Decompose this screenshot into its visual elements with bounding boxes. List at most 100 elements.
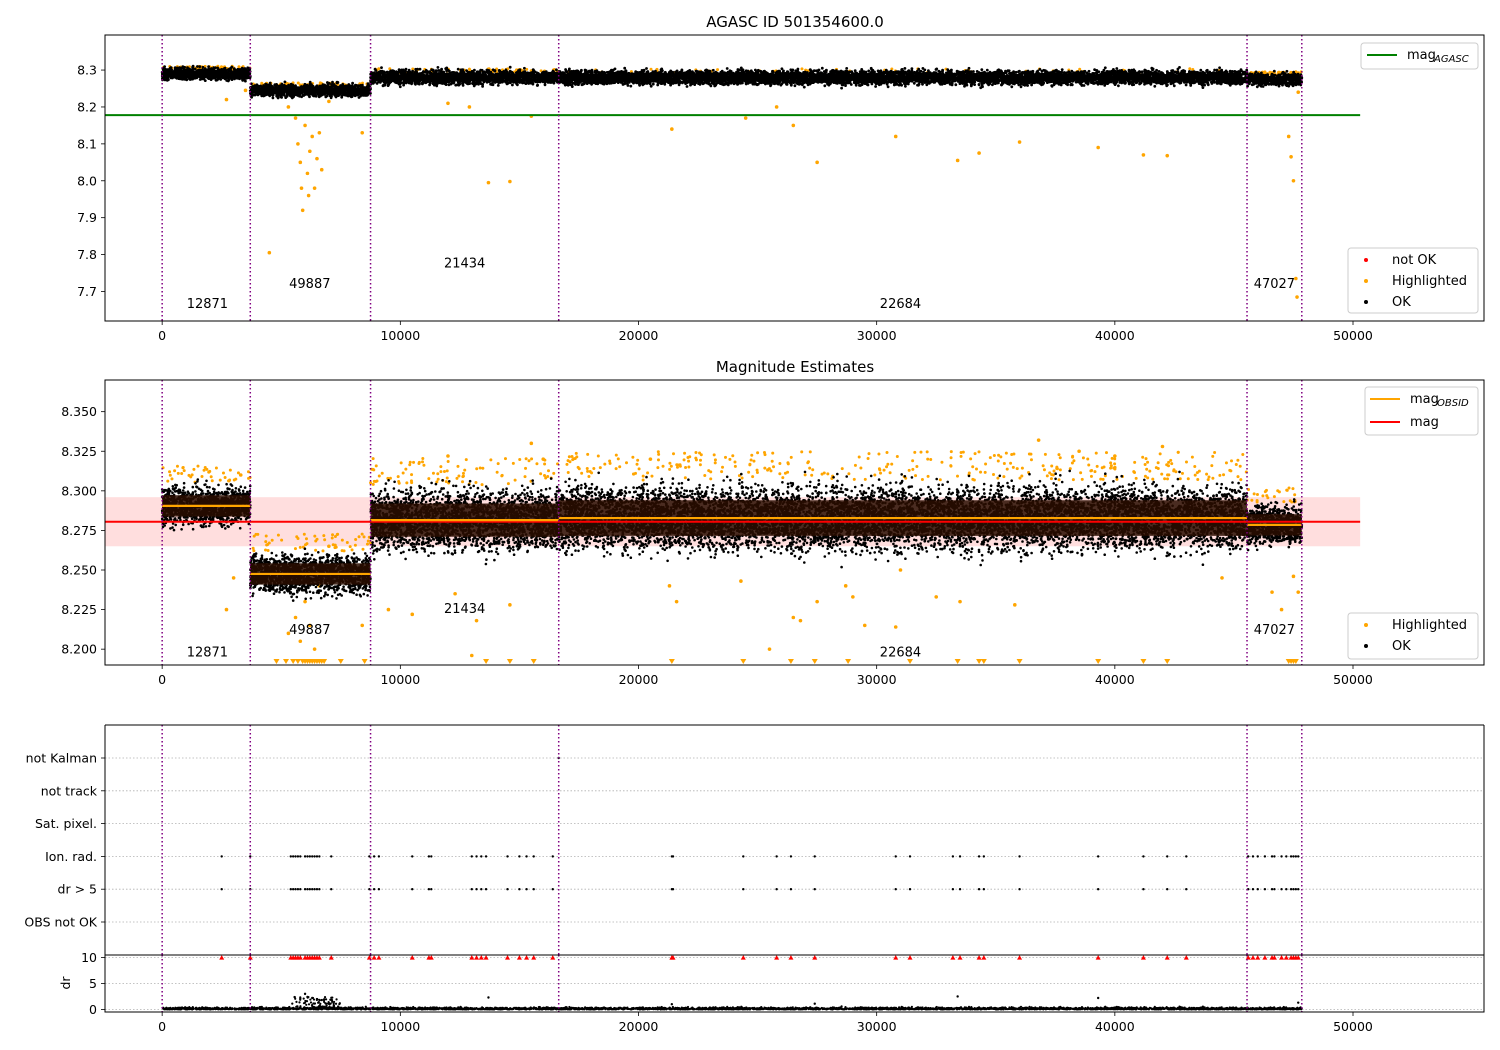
highlighted-point (1295, 295, 1299, 299)
data-point (349, 85, 353, 89)
data-point (454, 83, 458, 87)
data-point (373, 67, 377, 71)
data-point (428, 70, 431, 74)
data-point (398, 82, 402, 86)
data-point (432, 77, 435, 80)
highlighted-point (286, 105, 291, 109)
highlighted-point (815, 160, 819, 165)
data-point (163, 73, 166, 77)
data-point (487, 79, 491, 83)
data-point (308, 95, 311, 99)
data-point (366, 82, 370, 86)
highlighted-point (1096, 145, 1100, 150)
data-point (537, 74, 540, 78)
data-point (388, 72, 391, 76)
data-point (380, 66, 383, 69)
data-point (491, 74, 495, 77)
data-point (323, 83, 326, 87)
data-point (191, 65, 195, 69)
highlighted-point (293, 116, 298, 120)
data-point (434, 69, 438, 72)
data-point (552, 78, 556, 82)
data-point (433, 72, 436, 75)
data-point (461, 82, 464, 85)
data-point (289, 82, 293, 86)
data-point (256, 84, 259, 88)
data-point (440, 67, 443, 71)
data-point (496, 84, 500, 87)
highlighted-point (791, 123, 796, 128)
data-point (542, 70, 546, 74)
data-point (312, 94, 316, 98)
data-point (228, 67, 232, 71)
data-point (440, 70, 443, 74)
highlighted-point (1165, 153, 1170, 158)
data-point (335, 86, 339, 90)
highlighted-point (360, 130, 365, 135)
data-point (464, 73, 468, 77)
data-point (449, 82, 453, 86)
data-point (165, 70, 169, 74)
data-point (361, 87, 365, 90)
highlighted-point (955, 158, 960, 163)
data-point (174, 76, 177, 79)
data-point (485, 75, 489, 78)
data-point (359, 89, 362, 93)
data-point (523, 66, 526, 70)
data-point (371, 74, 374, 77)
panel-agasc-magnitude: AGASC ID 501354600.0 1287149887214342268… (77, 13, 1485, 343)
data-point (255, 87, 258, 91)
highlighted-point (224, 97, 229, 102)
data-point (219, 74, 223, 78)
data-point (353, 92, 357, 96)
data-point (315, 85, 318, 88)
data-point (445, 66, 449, 70)
data-point (458, 82, 462, 86)
data-point (386, 84, 390, 87)
highlighted-point (312, 186, 317, 190)
data-point (213, 66, 217, 70)
data-point (430, 79, 434, 83)
data-point (229, 71, 233, 75)
data-point (361, 90, 365, 94)
data-point (283, 94, 286, 97)
highlighted-point (260, 81, 264, 85)
data-point (535, 84, 539, 87)
data-point (356, 93, 360, 97)
data-point (178, 66, 181, 70)
data-point (497, 73, 501, 77)
data-point (478, 75, 482, 79)
data-point (454, 71, 458, 75)
data-point (546, 81, 550, 84)
highlighted-point (219, 65, 223, 69)
data-point (286, 89, 290, 93)
data-point (550, 71, 554, 74)
data-point (385, 70, 389, 74)
data-point (366, 90, 369, 94)
data-point (454, 75, 458, 79)
data-point (228, 75, 232, 78)
data-point (388, 75, 392, 78)
data-point (332, 83, 336, 86)
data-point (294, 88, 297, 92)
data-point (384, 75, 388, 79)
data-point (483, 78, 487, 81)
data-point (327, 85, 331, 88)
data-point (168, 74, 171, 78)
highlighted-point (303, 123, 307, 128)
data-point (529, 74, 532, 77)
highlighted-point (1289, 154, 1293, 159)
data-point (171, 75, 175, 79)
data-point (242, 71, 246, 75)
data-point (321, 86, 324, 90)
data-point (511, 83, 514, 87)
data-point (337, 88, 340, 92)
data-point (465, 69, 468, 72)
data-point (356, 89, 360, 93)
data-point (555, 68, 558, 72)
highlighted-point (315, 156, 319, 161)
data-point (183, 65, 187, 69)
highlighted-point (977, 151, 981, 155)
highlighted-point (317, 130, 322, 135)
data-point (382, 80, 386, 84)
